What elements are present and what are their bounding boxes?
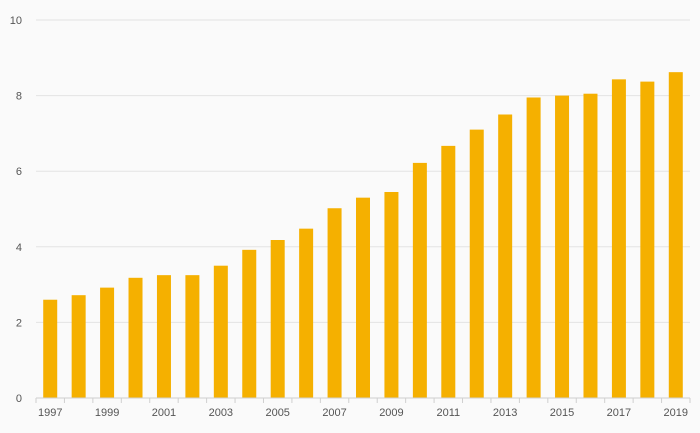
bar-2005 (270, 239, 285, 398)
bar-2006 (299, 228, 314, 398)
x-tick-label: 2007 (322, 407, 346, 419)
x-axis-ticks (35, 398, 691, 403)
bar-2018 (640, 81, 655, 398)
bar-2015 (555, 95, 570, 398)
bar-2007 (327, 208, 342, 398)
x-tick-label: 2009 (379, 407, 403, 419)
bar-2012 (469, 129, 484, 398)
x-tick-label: 2017 (607, 407, 631, 419)
bar-2013 (498, 114, 513, 398)
x-axis-labels: 1997 1999 2001 2003 2005 2007 2009 2011 2013 2015… (38, 407, 688, 419)
bar-2017 (611, 79, 626, 398)
bar-1999 (100, 287, 115, 398)
x-tick-label: 2005 (265, 407, 289, 419)
bar-2010 (412, 162, 427, 398)
bar-1997 (43, 299, 58, 398)
bar-2011 (441, 145, 456, 398)
x-tick-label: 2013 (493, 407, 517, 419)
bar-2003 (213, 265, 228, 398)
bar-2004 (242, 249, 257, 398)
bar-2016 (583, 93, 598, 399)
y-tick-label: 0 (16, 393, 22, 405)
y-tick-label: 2 (16, 317, 22, 329)
x-tick-label: 2003 (209, 407, 233, 419)
bar-1998 (71, 295, 86, 398)
x-tick-label: 1999 (95, 407, 119, 419)
bar-2014 (526, 97, 541, 399)
x-tick-label: 2001 (152, 407, 176, 419)
bars (43, 72, 683, 399)
y-tick-label: 4 (16, 242, 22, 254)
bar-2000 (128, 277, 143, 398)
x-tick-label: 2019 (664, 407, 688, 419)
x-tick-label: 2015 (550, 407, 574, 419)
bar-2008 (356, 197, 370, 398)
x-tick-label: 2011 (436, 407, 460, 419)
bar-2001 (156, 275, 171, 398)
bar-2009 (384, 191, 399, 398)
gridlines (36, 19, 690, 323)
y-tick-label: 6 (16, 166, 22, 178)
y-tick-label: 8 (16, 91, 22, 103)
bar-2002 (185, 275, 200, 398)
bar-2019 (668, 72, 683, 398)
y-axis-labels: 0 2 4 6 8 10 (10, 15, 22, 405)
x-tick-label: 1997 (38, 407, 62, 419)
y-tick-label: 10 (10, 15, 22, 27)
